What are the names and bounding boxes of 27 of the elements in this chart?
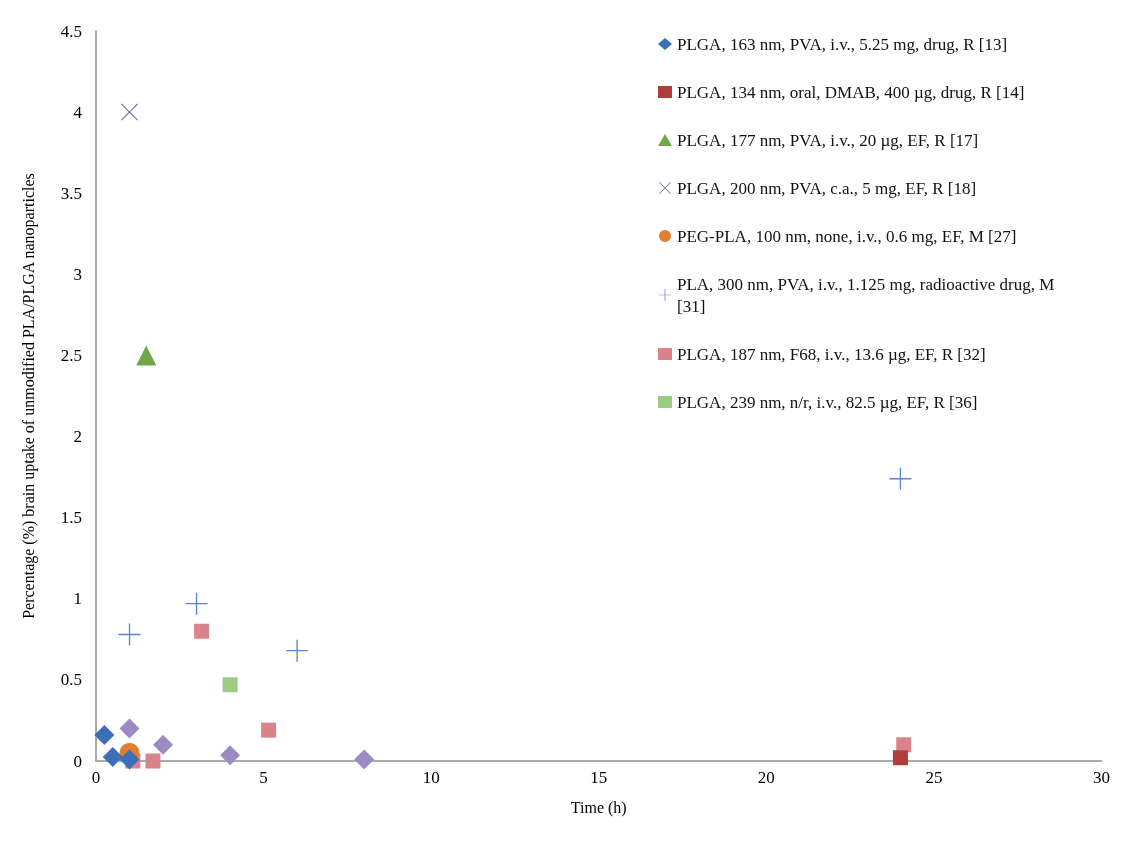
x-tick-label: 30 [1093, 768, 1110, 787]
y-tick-label: 3 [73, 264, 82, 284]
y-tick-label: 2.5 [60, 345, 82, 365]
legend-label: PLA, 300 nm, PVA, i.v., 1.125 mg, radioactive drug, M [31] [677, 274, 1059, 316]
legend-label: PLGA, 187 nm, F68, i.v., 13.6 µg, EF, R [32] [677, 344, 986, 364]
legend-label: PLGA, 134 nm, oral, DMAB, 400 µg, drug, R [14] [677, 82, 1025, 102]
legend-label: PLGA, 163 nm, PVA, i.v., 5.25 mg, drug, R [13] [677, 34, 1008, 54]
x-tick-label: 0 [91, 768, 101, 787]
x-tick-label: 25 [925, 768, 943, 787]
y-tick-label: 1 [73, 589, 82, 609]
legend-label: PEG-PLA, 100 nm, none, i.v., 0.6 mg, EF, M [27] [677, 226, 1017, 246]
y-tick-label: 2 [73, 427, 82, 447]
legend-label: PLGA, 177 nm, PVA, i.v., 20 µg, EF, R [17] [677, 130, 979, 150]
legend-label: PLGA, 239 nm, n/r, i.v., 82.5 µg, EF, R [36] [677, 392, 978, 412]
y-tick-label: 1.5 [60, 508, 82, 528]
x-tick-label: 15 [590, 768, 608, 787]
x-tick-label: 5 [259, 768, 268, 787]
y-axis-title: Percentage (%) brain uptake of unmodified PLA/PLGA nanoparticles [19, 173, 38, 619]
y-tick-label: 0.5 [60, 670, 82, 690]
x-tick-label: 20 [757, 768, 775, 787]
legend-label: PLGA, 200 nm, PVA, c.a., 5 mg, EF, R [18] [677, 178, 977, 198]
x-axis-title: Time (h) [570, 798, 627, 817]
y-tick-label: 0 [73, 751, 82, 771]
x-tick-label: 10 [422, 768, 440, 787]
y-tick-label: 3.5 [60, 183, 82, 203]
y-tick-label: 4 [73, 102, 83, 122]
y-tick-label: 4.5 [60, 21, 82, 41]
